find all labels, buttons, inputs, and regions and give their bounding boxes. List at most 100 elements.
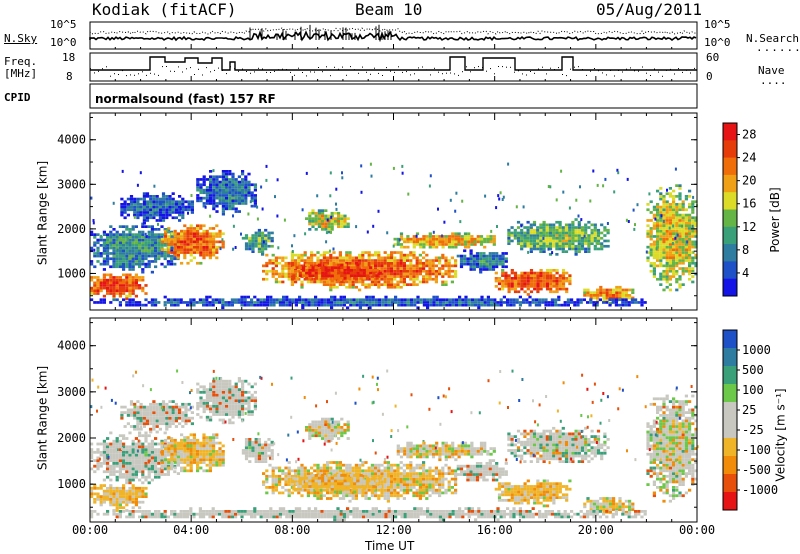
power-cell	[390, 272, 394, 276]
power-cell	[247, 194, 251, 197]
power-cell	[161, 205, 166, 209]
power-cell	[516, 242, 521, 245]
power-cell	[163, 244, 167, 247]
power-cell	[678, 224, 682, 228]
power-cell	[330, 306, 334, 310]
power-cell	[138, 236, 142, 239]
nave-dot	[642, 66, 643, 68]
noise-tick-left-high: 10^5	[50, 18, 77, 31]
power-cell	[523, 279, 527, 283]
power-cell	[133, 205, 137, 209]
velocity-cell	[268, 463, 272, 467]
power-cell	[428, 277, 432, 281]
velocity-cell	[152, 427, 156, 431]
power-cell	[448, 298, 452, 302]
velocity-cell	[208, 438, 212, 442]
power-cell	[678, 219, 682, 222]
power-speck	[691, 224, 694, 228]
power-cell	[555, 271, 559, 275]
power-cell	[435, 303, 439, 307]
power-cell	[596, 291, 600, 294]
velocity-cell	[244, 440, 249, 444]
power-cell	[691, 211, 695, 214]
power-cell	[576, 303, 580, 307]
velocity-cell	[278, 491, 282, 495]
power-cell	[237, 210, 241, 213]
power-cell	[513, 271, 518, 275]
power-cell	[128, 284, 132, 287]
nave-dot	[314, 71, 315, 73]
power-cell	[176, 256, 180, 260]
power-cell	[259, 301, 263, 304]
power-cell	[189, 251, 193, 254]
velocity-cell	[212, 438, 216, 442]
power-cell	[646, 235, 650, 238]
power-cell	[99, 252, 103, 255]
velocity-cell	[134, 473, 138, 476]
velocity-cell	[122, 498, 126, 501]
power-cell	[590, 236, 594, 240]
nave-dot	[390, 70, 391, 72]
power-cell	[691, 256, 695, 260]
power-cell	[284, 264, 288, 268]
power-cell	[128, 265, 132, 269]
power-speck	[443, 220, 446, 224]
power-cell	[513, 277, 518, 280]
power-cell	[170, 243, 174, 246]
power-cell	[539, 287, 543, 291]
power-cell	[672, 232, 676, 236]
power-cell	[294, 275, 298, 278]
power-cell	[326, 256, 330, 260]
power-cell	[180, 240, 184, 244]
power-cell	[656, 253, 660, 257]
cpid-label: CPID	[4, 91, 31, 104]
power-cell	[215, 256, 219, 260]
power-cell	[202, 251, 206, 254]
nave-dot	[662, 75, 663, 77]
power-cell	[241, 183, 245, 187]
nave-dot	[482, 67, 483, 68]
power-cell	[141, 233, 145, 236]
velocity-cell	[133, 402, 137, 406]
power-cell	[415, 240, 420, 244]
velocity-cell	[125, 462, 129, 465]
power-cell	[157, 257, 161, 261]
power-cell	[314, 271, 318, 275]
power-cell	[199, 232, 203, 236]
power-cell	[285, 303, 289, 307]
power-cell	[419, 237, 423, 241]
velocity-cell	[248, 451, 252, 455]
velocity-cell	[136, 400, 140, 403]
power-cell	[681, 237, 685, 241]
power-cell	[507, 290, 511, 294]
power-cell	[304, 303, 308, 307]
power-cell	[665, 248, 669, 252]
power-speck	[484, 194, 487, 198]
power-cell	[665, 272, 669, 276]
power-cell	[606, 228, 610, 232]
power-cell	[600, 244, 604, 248]
velocity-cell	[131, 498, 135, 501]
power-cell	[225, 175, 229, 179]
velocity-cell	[138, 448, 142, 451]
power-cell	[542, 234, 546, 237]
power-cell	[370, 283, 374, 286]
power-cell	[138, 262, 142, 266]
power-cell	[691, 235, 695, 238]
power-cell	[467, 235, 471, 238]
power-cell	[264, 228, 268, 232]
velocity-cell	[284, 483, 288, 486]
velocity-cell	[209, 390, 213, 394]
power-cell	[615, 291, 619, 294]
power-cell	[501, 269, 505, 272]
power-cell	[555, 247, 559, 251]
power-cell	[428, 245, 432, 249]
power-cell	[399, 259, 403, 262]
power-cell	[221, 180, 225, 184]
velocity-cell	[118, 464, 122, 468]
power-cell	[587, 247, 591, 251]
velocity-cell	[261, 460, 265, 463]
power-cell	[513, 282, 518, 286]
power-cell	[284, 275, 288, 278]
power-cell	[691, 243, 695, 246]
